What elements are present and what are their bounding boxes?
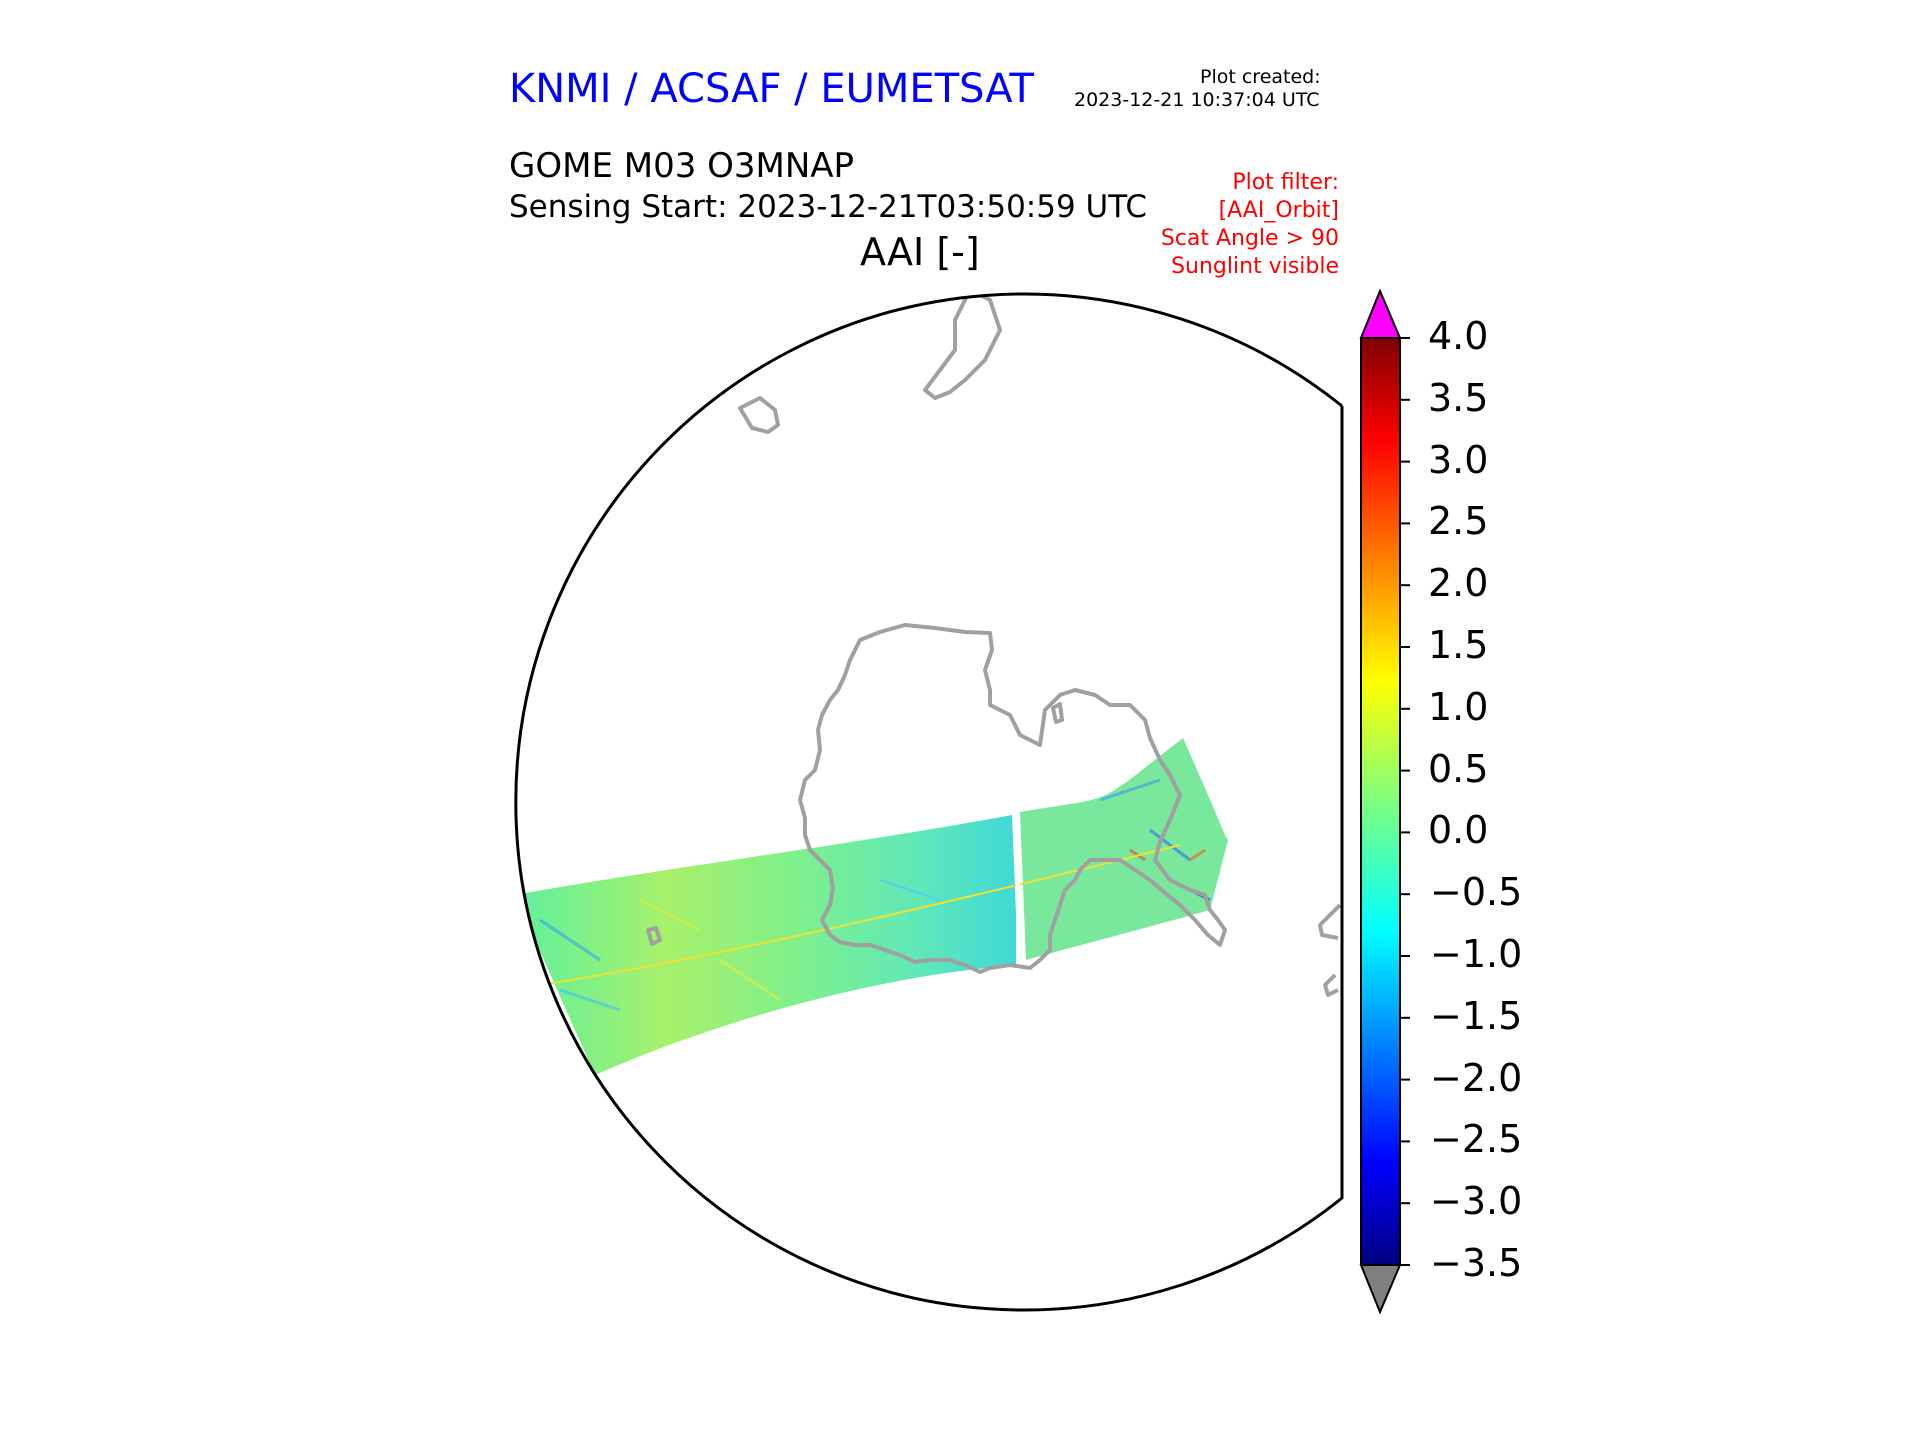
colorbar-tick-label: 0.5 bbox=[1428, 746, 1489, 791]
map-boundary bbox=[514, 292, 1344, 1312]
swath-noise bbox=[539, 778, 1211, 1012]
plot-filter-line: Scat Angle > 90 bbox=[1160, 226, 1339, 251]
plot-filter-line: [AAI_Orbit] bbox=[1218, 198, 1339, 223]
colorbar-tick-label: −2.5 bbox=[1430, 1117, 1523, 1162]
brand-title: KNMI / ACSAF / EUMETSAT bbox=[509, 66, 1034, 112]
colorbar-tick-label: 0.0 bbox=[1428, 808, 1489, 853]
peninsula-islands bbox=[1051, 702, 1064, 724]
colorbar-under-arrow bbox=[1359, 1264, 1402, 1315]
island-south-america bbox=[923, 293, 1002, 400]
colorbar-tick-label: 1.0 bbox=[1428, 684, 1489, 729]
colorbar-over-arrow bbox=[1359, 288, 1402, 339]
swath-edge bbox=[1183, 736, 1230, 839]
colorbar-tick-label: −2.0 bbox=[1430, 1055, 1523, 1100]
sensing-start: Sensing Start: 2023-12-21T03:50:59 UTC bbox=[509, 189, 1147, 225]
antarctica-coastline bbox=[798, 623, 1227, 974]
colorbar-tick-label: 2.0 bbox=[1428, 561, 1489, 606]
plot-filter-line: Plot filter: bbox=[1232, 170, 1339, 195]
small-island bbox=[646, 926, 662, 946]
colorbar-tick-label: −0.5 bbox=[1430, 870, 1523, 915]
coastlines bbox=[646, 293, 1342, 997]
colorbar-tick-label: 2.5 bbox=[1428, 499, 1489, 544]
colorbar-tick-label: 3.0 bbox=[1428, 437, 1489, 482]
colorbar-tick-label: 4.0 bbox=[1428, 314, 1489, 358]
colorbar-tick-label: −1.0 bbox=[1430, 932, 1523, 976]
colorbar-gradient bbox=[1360, 337, 1401, 1266]
colorbar-tick-marks bbox=[1400, 337, 1410, 1266]
swath-segment-left bbox=[515, 815, 1018, 1075]
colorbar-tick-label: −1.5 bbox=[1430, 993, 1523, 1038]
colorbar-tick-label: −3.5 bbox=[1430, 1241, 1523, 1285]
falklands-coastline bbox=[738, 396, 780, 434]
variable-title: AAI [-] bbox=[860, 230, 980, 274]
swath-segment-right bbox=[1020, 738, 1228, 960]
plot-created-label: Plot created: bbox=[1200, 66, 1321, 88]
plot-filter-line: Sunglint visible bbox=[1171, 254, 1339, 279]
plot-created-value: 2023-12-21 10:37:04 UTC bbox=[1074, 89, 1320, 111]
colorbar-tick-label: 3.5 bbox=[1428, 375, 1489, 420]
ground-track-line bbox=[539, 844, 1181, 986]
product-name: GOME M03 O3MNAP bbox=[509, 146, 855, 186]
new-zealand-south-island bbox=[1323, 973, 1339, 997]
colorbar-tick-label: 1.5 bbox=[1428, 623, 1489, 667]
colorbar-tick-label: −3.0 bbox=[1430, 1179, 1523, 1224]
new-zealand-coastline bbox=[1318, 903, 1342, 940]
